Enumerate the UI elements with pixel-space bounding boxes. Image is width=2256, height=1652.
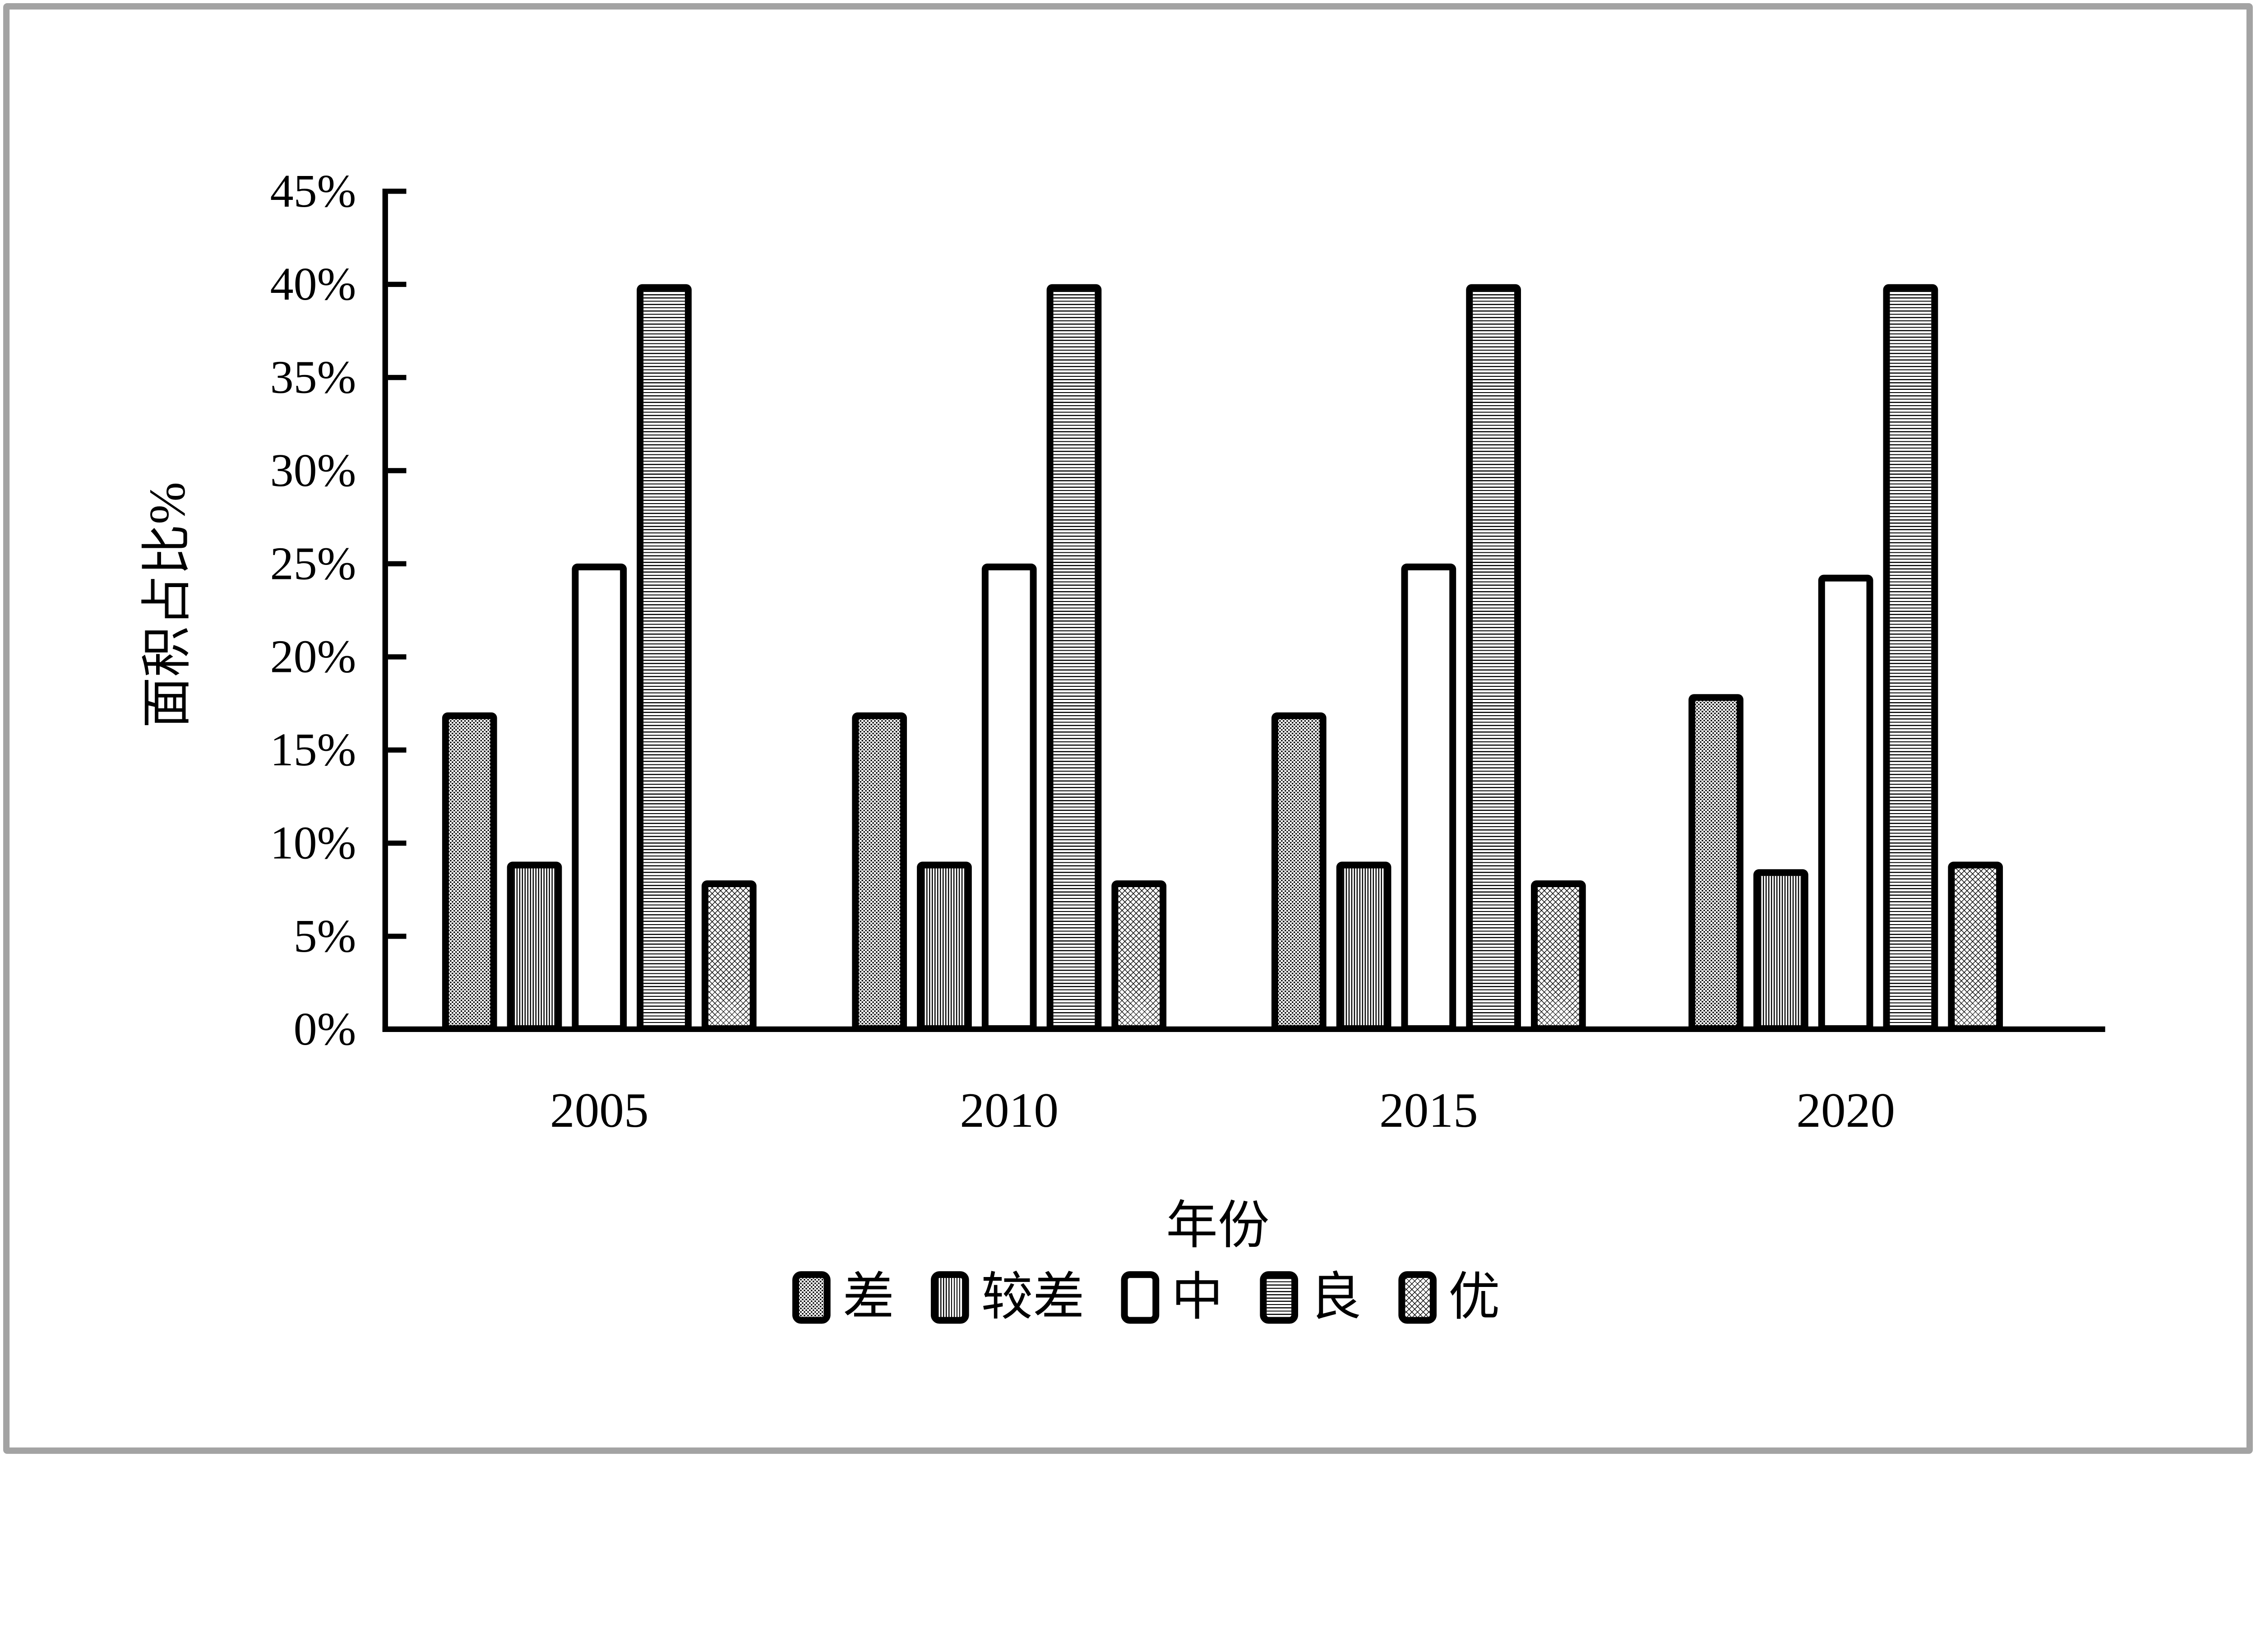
y-tick [388,747,407,753]
legend-swatch-较差 [931,1271,970,1324]
y-axis-line [382,189,388,1032]
bar-2020-优 [1948,861,2003,1032]
bar-2010-优 [1111,880,1167,1032]
bar-2010-较差 [917,861,972,1032]
legend-swatch-良 [1259,1271,1298,1324]
bar-2020-中 [1818,574,1873,1032]
bar-2005-优 [701,880,757,1032]
legend-label: 良 [1310,1268,1362,1326]
bar-2015-中 [1401,563,1456,1032]
y-tick-label: 40% [270,258,356,310]
bar-2005-良 [637,284,692,1032]
legend-swatch-优 [1398,1271,1437,1324]
legend-item-良: 良 [1259,1266,1362,1329]
y-tick [388,468,407,473]
y-tick-label: 10% [270,816,356,869]
chart-figure: 0% 5% 10% 15% 20% 25% 30% 35% 40% 45% 2005 2010 201… [3,3,2256,1454]
y-tick-label: 15% [270,723,356,776]
y-tick [388,654,407,660]
bar-2015-优 [1531,880,1586,1032]
x-category-label: 2005 [550,1083,649,1138]
legend-label: 差 [842,1268,895,1326]
legend: 差 较差 中 良 优 [37,1249,2256,1345]
bar-2010-中 [981,563,1037,1032]
bar-2005-中 [572,563,627,1032]
legend-item-差: 差 [792,1266,894,1329]
y-tick-label: 5% [293,910,356,962]
bar-2015-良 [1466,284,1521,1032]
y-axis-title: 面积占比% [139,481,196,728]
x-category-label: 2010 [960,1083,1059,1138]
y-tick-label: 35% [270,351,356,403]
y-tick [388,561,407,567]
bar-2020-良 [1883,284,1938,1032]
x-axis-title: 年份 [1166,1197,1270,1255]
legend-item-优: 优 [1398,1266,1500,1329]
y-tick-label: 20% [270,630,356,683]
y-tick-label: 0% [293,1003,356,1055]
bar-2020-差 [1688,694,1743,1032]
legend-label: 优 [1448,1268,1500,1326]
x-axis-line [382,1026,2105,1032]
legend-item-较差: 较差 [931,1266,1085,1329]
y-tick [388,189,407,194]
y-tick [388,375,407,380]
y-tick [388,282,407,287]
bar-2010-差 [852,713,907,1032]
y-tick-label: 45% [270,165,356,217]
y-tick [388,934,407,939]
x-category-label: 2020 [1796,1083,1895,1138]
bar-2015-差 [1271,713,1327,1032]
legend-swatch-差 [792,1271,831,1324]
bar-2015-较差 [1336,861,1392,1032]
y-tick-label: 30% [270,444,356,496]
y-tick [388,840,407,846]
bar-2020-较差 [1753,869,1808,1032]
bar-2005-较差 [507,861,562,1032]
legend-item-中: 中 [1121,1266,1223,1329]
x-category-label: 2015 [1379,1083,1478,1138]
legend-label: 中 [1171,1268,1223,1326]
y-tick-label: 25% [270,537,356,590]
legend-label: 较差 [981,1268,1085,1326]
legend-swatch-中 [1121,1271,1160,1324]
bar-2005-差 [442,713,497,1032]
bar-2010-良 [1046,284,1102,1032]
